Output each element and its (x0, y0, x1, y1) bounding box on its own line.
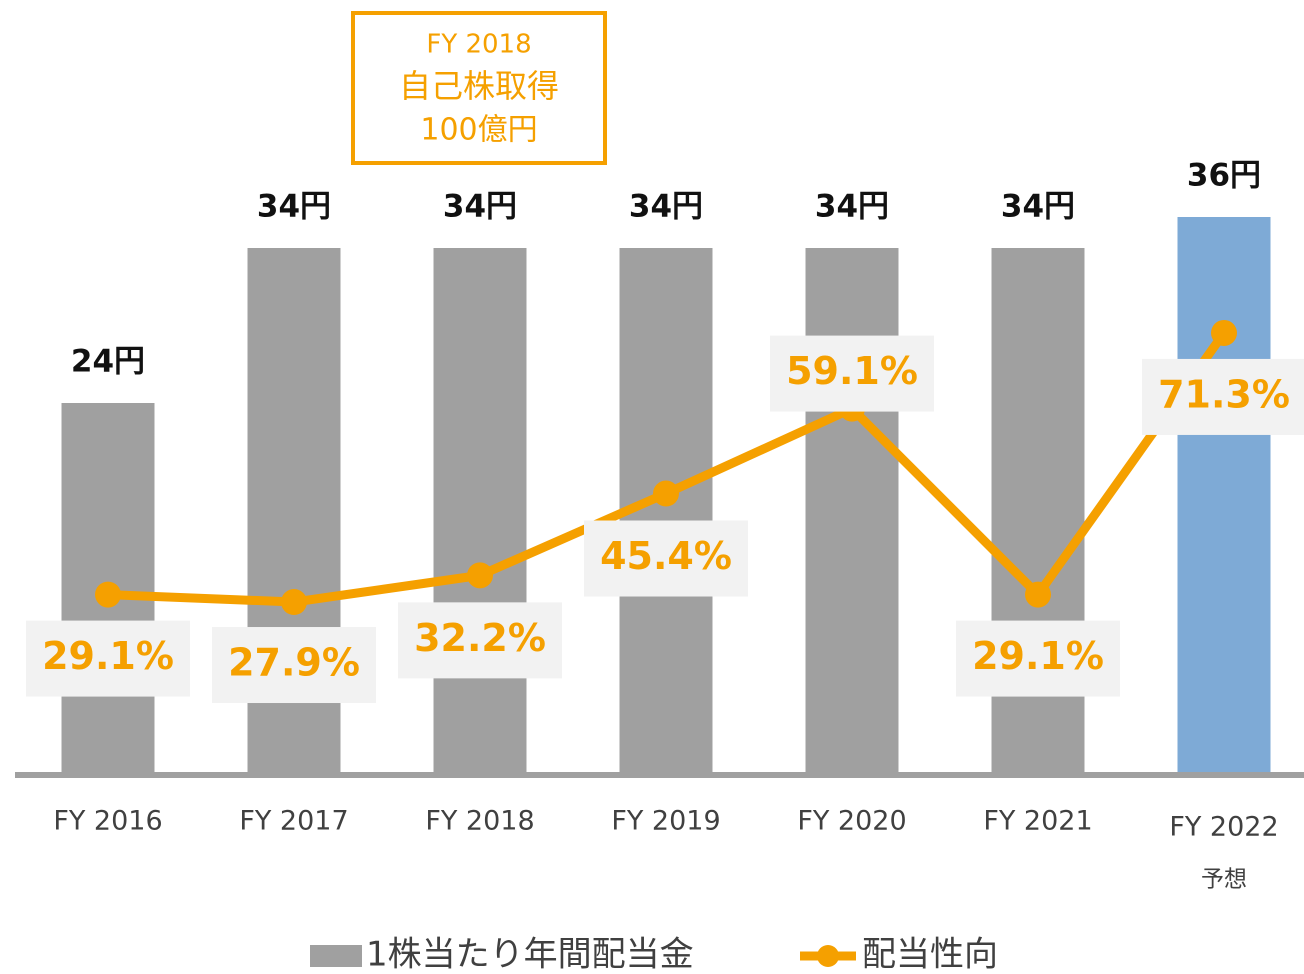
line-label: 71.3% (1158, 372, 1290, 416)
line-label: 45.4% (600, 534, 732, 578)
x-tick-label: FY 2018 (425, 806, 534, 837)
legend-swatch (310, 945, 362, 967)
bar-label: 34円 (629, 189, 703, 225)
forecast-note: 予想 (1201, 867, 1247, 893)
x-tick-label: FY 2017 (239, 806, 348, 837)
line-label: 27.9% (228, 641, 360, 685)
annotation-text: 100億円 (420, 113, 537, 148)
x-tick-label: FY 2022 (1169, 812, 1278, 843)
label-background (956, 620, 1120, 697)
legend-label: 1株当たり年間配当金 (366, 935, 694, 974)
x-tick-label: FY 2021 (983, 806, 1092, 837)
legend-label: 配当性向 (862, 935, 998, 974)
x-tick-label: FY 2016 (53, 806, 162, 837)
line-point (653, 480, 679, 507)
bar-label: 34円 (257, 189, 331, 225)
annotation-box (351, 11, 607, 165)
bar (805, 248, 899, 775)
label-background (212, 627, 376, 704)
line-point (281, 589, 307, 616)
label-background (398, 602, 562, 679)
legend-swatch (817, 945, 839, 967)
line-point (1025, 581, 1051, 608)
line-label: 59.1% (786, 349, 918, 393)
bar (433, 248, 527, 775)
annotation-text: FY 2018 (426, 30, 531, 60)
label-background (26, 620, 190, 697)
bar-label: 34円 (815, 189, 889, 225)
annotation-text: 自己株取得 (399, 67, 559, 105)
bar-label: 34円 (1001, 189, 1075, 225)
bar-label: 36円 (1187, 158, 1261, 194)
x-tick-label: FY 2019 (611, 806, 720, 837)
x-tick-label: FY 2020 (797, 806, 906, 837)
line-point (467, 562, 493, 589)
label-background (584, 520, 748, 597)
line-point (1211, 319, 1237, 346)
bar-label: 24円 (71, 344, 145, 380)
label-background (1142, 358, 1304, 435)
line-label: 29.1% (972, 634, 1104, 678)
line-label: 29.1% (42, 634, 174, 678)
line-point (95, 581, 121, 608)
line-label: 32.2% (414, 616, 546, 660)
label-background (770, 335, 934, 412)
bar (1177, 217, 1271, 775)
bar-label: 34円 (443, 189, 517, 225)
